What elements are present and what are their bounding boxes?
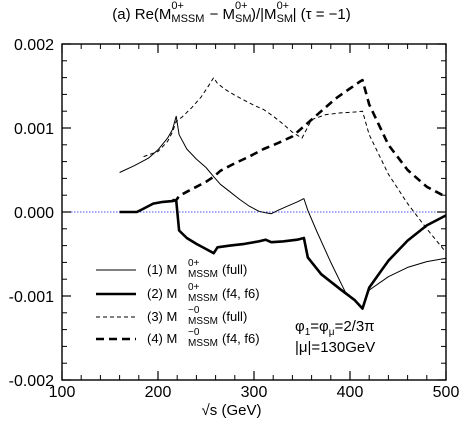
y-tick-label: 0.002 — [14, 37, 54, 54]
legend: (1) M 0+MSSM (full)(2) M 0+MSSM (f4, f6)(3) … — [96, 258, 260, 349]
legend-label-sub: MSSM — [188, 293, 218, 304]
annotation-phase: φ1=φμ=2/3π — [295, 318, 375, 338]
legend-label-sub: MSSM — [188, 269, 218, 280]
series-line-4 — [172, 78, 447, 202]
x-axis-label: √s (GeV) — [201, 402, 262, 419]
legend-label-tail: (f4, f6) — [222, 286, 260, 301]
y-tick-label: -0.001 — [9, 289, 54, 306]
legend-label-tail: (full) — [222, 309, 247, 324]
title-text: (a) Re(M — [112, 6, 172, 23]
legend-label-sub: MSSM — [188, 316, 218, 327]
y-tick-label: 0.000 — [14, 205, 54, 222]
x-tick-label: 200 — [145, 384, 172, 401]
legend-label-sub: MSSM — [188, 338, 218, 349]
legend-label: (3) M — [147, 309, 177, 324]
chart-title: (a) Re(M 0+ MSSM − M 0+ SM )/|M 0+ SM | … — [0, 0, 463, 25]
legend-label-tail: (f4, f6) — [222, 331, 260, 346]
legend-label-tail: (full) — [222, 262, 247, 277]
title-text: | (τ = −1) — [292, 6, 351, 23]
title-text: − M — [205, 6, 235, 23]
legend-label-sup: 0+ — [188, 282, 200, 293]
title-text: )/|M — [251, 6, 277, 23]
x-tick-label: 100 — [49, 384, 76, 401]
title-sup: 0+ — [171, 0, 184, 12]
series-line-3 — [143, 77, 447, 253]
annotation-mu: |μ|=130GeV — [295, 339, 375, 356]
legend-label-sup: 0+ — [188, 258, 200, 269]
axes: 100 200 300 400 500 -0.002 -0.001 0.000 0.001 0.0… — [9, 37, 460, 401]
x-tick-label: 400 — [337, 384, 364, 401]
legend-label: (2) M — [147, 286, 177, 301]
y-tick-label: 0.001 — [14, 121, 54, 138]
title-sup: 0+ — [235, 0, 248, 12]
legend-label: (1) M — [147, 262, 177, 277]
title-sub: MSSM — [171, 13, 205, 25]
series-group — [119, 77, 447, 310]
x-tick-label: 300 — [241, 384, 268, 401]
legend-label-sup: −0 — [188, 327, 200, 338]
title-sub: SM — [276, 13, 294, 25]
legend-label-sup: −0 — [188, 305, 200, 316]
x-tick-label: 500 — [433, 384, 460, 401]
series-line-1 — [119, 115, 447, 308]
title-sup: 0+ — [276, 0, 290, 12]
y-tick-label: -0.002 — [9, 373, 54, 390]
legend-label: (4) M — [147, 331, 177, 346]
title-sub: SM — [235, 13, 252, 25]
annotations: φ1=φμ=2/3π|μ|=130GeV — [295, 318, 375, 356]
